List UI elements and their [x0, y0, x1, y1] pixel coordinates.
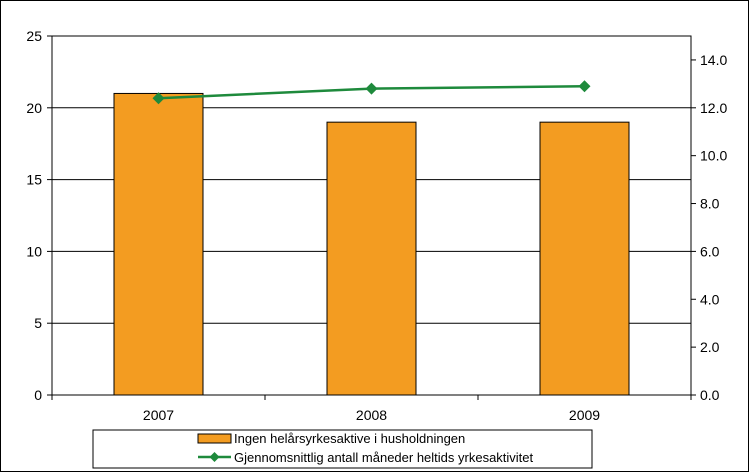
- x-axis-label-2008: 2008: [356, 407, 387, 423]
- right-axis-tick-label: 12.0: [700, 100, 727, 116]
- tick-labels: 0 5 10 15 20 25 0.0 2.0 4.0 6.0 8.0 10.0 12.0 14.0 200…: [26, 28, 727, 423]
- right-axis-tick-label: 6.0: [700, 243, 720, 259]
- line-marker-2007: [152, 92, 165, 105]
- line-marker-2009: [578, 80, 591, 93]
- left-axis-tick-label: 0: [34, 387, 42, 403]
- bar-2007: [113, 92, 204, 396]
- left-axis-tick-label: 15: [26, 172, 42, 188]
- legend-label-bar: Ingen helårsyrkesaktive i husholdningen: [234, 431, 465, 446]
- legend-label-line: Gjennomsnittlig antall måneder heltids y…: [234, 450, 534, 465]
- line-marker-2008: [365, 82, 378, 95]
- right-axis-tick-label: 2.0: [700, 339, 720, 355]
- right-axis-tick-label: 8.0: [700, 196, 720, 212]
- left-axis-tick-label: 25: [26, 28, 42, 44]
- legend-box: [92, 429, 593, 469]
- right-axis-tick-label: 14.0: [700, 52, 727, 68]
- legend-swatch-bar: [197, 433, 232, 444]
- left-axis-tick-label: 5: [34, 315, 42, 331]
- x-axis-label-2007: 2007: [143, 407, 174, 423]
- left-axis-tick-label: 20: [26, 100, 42, 116]
- legend: Ingen helårsyrkesaktive i husholdningen G…: [92, 429, 593, 469]
- x-axis-label-2009: 2009: [569, 407, 600, 423]
- left-axis-tick-label: 10: [26, 243, 42, 259]
- right-axis-tick-label: 10.0: [700, 148, 727, 164]
- legend-swatch-marker: [209, 452, 220, 462]
- bars: [113, 92, 630, 396]
- axes: [47, 35, 696, 400]
- line-series: [152, 80, 591, 105]
- bar-2008: [326, 121, 417, 396]
- right-axis-tick-label: 0.0: [700, 387, 720, 403]
- bar-2009: [539, 121, 630, 396]
- right-axis-tick-label: 4.0: [700, 291, 720, 307]
